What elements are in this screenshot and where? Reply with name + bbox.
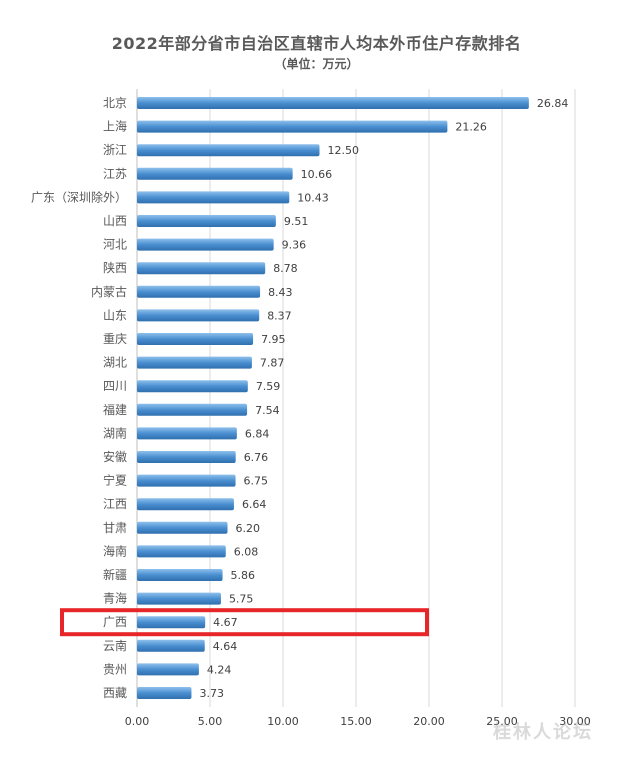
bar	[137, 238, 274, 251]
bar	[137, 639, 205, 652]
bar	[137, 380, 248, 393]
category-label: 宁夏	[103, 473, 127, 488]
x-tick-label: 0.00	[125, 715, 150, 728]
bar	[137, 403, 248, 416]
value-label: 8.43	[268, 286, 293, 299]
value-label: 12.50	[328, 144, 360, 157]
value-label: 9.36	[282, 239, 307, 252]
category-label: 江苏	[103, 167, 127, 181]
category-label: 福建	[103, 402, 127, 417]
value-label: 4.24	[207, 663, 232, 676]
value-label: 10.66	[301, 168, 333, 181]
value-label: 7.95	[261, 333, 286, 346]
bar	[137, 569, 223, 581]
value-label: 5.86	[231, 569, 256, 582]
category-label: 上海	[103, 119, 127, 134]
value-label: 4.67	[213, 616, 238, 629]
value-label: 6.75	[244, 475, 268, 488]
bar	[137, 592, 221, 605]
value-label: 6.76	[244, 451, 268, 464]
bar	[137, 498, 234, 511]
bar	[137, 333, 254, 345]
category-label: 湖北	[103, 355, 127, 370]
category-label: 湖南	[103, 425, 127, 440]
x-tick-label: 15.00	[340, 715, 372, 728]
value-label: 8.78	[273, 262, 298, 275]
x-tick-label: 25.00	[486, 715, 518, 728]
bar	[137, 356, 252, 369]
bar	[137, 97, 529, 109]
chart-subtitle: （单位：万元）	[274, 57, 359, 71]
bar	[137, 427, 237, 440]
value-label: 8.37	[267, 309, 292, 322]
value-label: 7.59	[256, 380, 281, 393]
bar	[137, 262, 266, 275]
bar	[137, 616, 206, 629]
category-label: 青海	[103, 591, 127, 606]
value-label: 5.75	[229, 593, 254, 606]
value-label: 21.26	[455, 121, 487, 134]
category-label: 海南	[103, 543, 127, 558]
category-label: 山西	[103, 214, 127, 228]
category-label: 安徽	[103, 449, 127, 464]
category-label: 新疆	[103, 567, 127, 582]
value-label: 26.84	[537, 97, 569, 110]
value-label: 7.87	[260, 357, 285, 370]
value-label: 4.64	[213, 640, 238, 653]
chart-title: 2022年部分省市自治区直辖市人均本外币住户存款排名	[111, 34, 522, 53]
bar	[137, 285, 261, 298]
highlight-box	[60, 608, 429, 637]
category-label: 内蒙古	[91, 284, 127, 299]
value-label: 7.54	[255, 404, 279, 417]
value-label: 6.84	[245, 427, 270, 440]
category-label: 山东	[103, 308, 127, 322]
x-tick-label: 5.00	[198, 715, 223, 728]
bar	[137, 687, 192, 699]
bar	[137, 309, 260, 322]
bar	[137, 545, 226, 558]
category-label: 四川	[103, 379, 127, 393]
value-label: 9.51	[284, 215, 309, 228]
x-tick-label: 10.00	[267, 715, 299, 728]
value-label: 6.20	[236, 522, 261, 535]
watermark: 桂林人论坛	[493, 722, 593, 743]
bar	[137, 191, 290, 204]
category-label: 西藏	[103, 686, 127, 700]
value-label: 6.64	[242, 498, 267, 511]
value-label: 6.08	[234, 545, 259, 558]
bar	[137, 451, 236, 463]
x-tick-label: 20.00	[413, 715, 445, 728]
category-label: 浙江	[103, 143, 127, 157]
bar	[137, 144, 320, 157]
bar	[137, 120, 448, 133]
category-label: 贵州	[103, 662, 127, 676]
x-tick-label: 30.00	[559, 715, 591, 728]
category-label: 北京	[103, 96, 127, 110]
value-label: 10.43	[297, 191, 329, 204]
category-label: 陕西	[103, 260, 127, 275]
category-label: 甘肃	[103, 521, 127, 535]
value-label: 3.73	[199, 687, 224, 700]
bar	[137, 474, 236, 487]
category-label: 云南	[103, 638, 127, 653]
category-label: 广东（深圳除外）	[31, 189, 127, 204]
bar	[137, 663, 199, 676]
bar	[137, 167, 293, 180]
bar	[137, 215, 276, 227]
category-label: 江西	[103, 497, 127, 511]
bar	[137, 521, 228, 534]
category-label: 重庆	[103, 332, 127, 346]
category-label: 河北	[103, 238, 127, 252]
category-label: 广西	[103, 615, 127, 629]
